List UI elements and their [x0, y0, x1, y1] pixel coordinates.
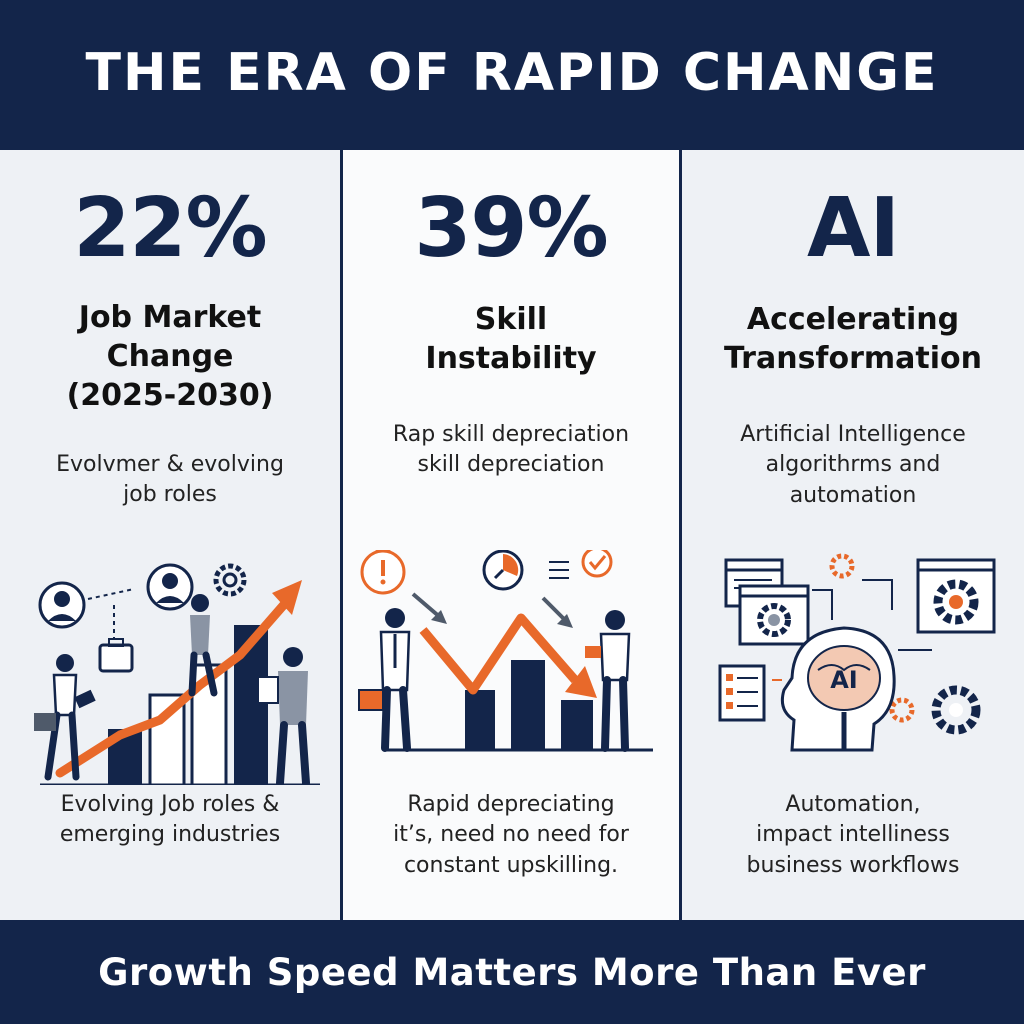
footnote-line: Rapid depreciating: [407, 792, 615, 817]
window-icon: [916, 558, 996, 634]
column-job-market: 22% Job Market Change (2025-2030) Evolvm…: [0, 150, 340, 920]
brain-icon: AI: [780, 626, 896, 752]
person-icon: [38, 581, 86, 629]
stat-description: Rap skill depreciation skill depreciatio…: [353, 420, 669, 481]
footnote-line: business workflows: [746, 852, 960, 878]
person-figure: [188, 594, 218, 697]
ai-automation-illustration: AI: [718, 553, 996, 752]
desc-line: Evolvmer & evolving: [56, 452, 284, 477]
desc-line: Rap skill depreciation: [392, 422, 630, 447]
page-title: THE ERA OF RAPID CHANGE: [85, 43, 939, 103]
stat-subtitle: Job Market Change (2025-2030): [0, 298, 340, 415]
gear-icon: [829, 553, 855, 579]
stat-value: 22%: [73, 181, 267, 276]
upward-arrow-icon: [55, 580, 302, 778]
footnote-line: it’s, need no need for: [393, 822, 629, 848]
column-ai-transformation: AI Accelerating Transformation Artificia…: [682, 150, 1024, 920]
subtitle-line: (2025-2030): [66, 378, 274, 413]
subtitle-line: Accelerating: [746, 302, 960, 337]
footnote-line: impact intelliness: [756, 822, 950, 848]
clock-icon: [482, 550, 524, 591]
footnote-line: constant upskilling.: [403, 852, 619, 878]
footnote-line: emerging industries: [59, 822, 281, 848]
desc-line: automation: [789, 482, 917, 508]
stat-footnote: Rapid depreciating it’s, need no need fo…: [353, 790, 669, 881]
subtitle-line: Instability: [425, 341, 597, 376]
stat-description: Evolvmer & evolving job roles: [10, 450, 330, 511]
stat-footnote: Evolving Job roles & emerging industries: [10, 790, 330, 851]
gear-icon: [213, 563, 247, 597]
subtitle-line: Transformation: [724, 341, 982, 376]
stat-subtitle: Skill Instability: [343, 300, 679, 378]
desc-line: algorithrms and: [765, 452, 941, 478]
briefcase-icon: [98, 638, 134, 673]
person-icon: [146, 563, 194, 611]
footer-tagline: Growth Speed Matters More Than Ever: [98, 950, 926, 994]
desc-line: skill depreciation: [417, 452, 605, 478]
desc-line: Artificial Intelligence: [740, 422, 966, 447]
bar: [511, 660, 545, 750]
person-figure: [34, 654, 96, 781]
desc-line: job roles: [123, 482, 217, 508]
window-icon: [738, 584, 810, 646]
header-banner: THE ERA OF RAPID CHANGE: [0, 0, 1024, 150]
column-skill-instability: 39% Skill Instability Rap skill deprecia…: [340, 150, 682, 920]
gear-icon: [889, 697, 915, 723]
subtitle-line: Job Market: [78, 300, 262, 335]
ai-badge: AI: [830, 666, 858, 694]
bar: [465, 690, 495, 750]
alert-icon: [360, 550, 406, 595]
person-figure: [358, 608, 411, 752]
stat-footnote: Automation, impact intelliness business …: [692, 790, 1014, 881]
gear-icon: [931, 685, 981, 735]
footnote-line: Evolving Job roles &: [60, 792, 280, 817]
stat-description: Artificial Intelligence algorithrms and …: [692, 420, 1014, 511]
footer-banner: Growth Speed Matters More Than Ever: [0, 920, 1024, 1024]
stat-columns: 22% Job Market Change (2025-2030) Evolvm…: [0, 150, 1024, 920]
stat-subtitle: Accelerating Transformation: [682, 300, 1024, 378]
footnote-line: Automation,: [785, 792, 921, 817]
bar: [561, 700, 593, 750]
list-icon: [549, 561, 569, 579]
stat-value: AI: [807, 181, 900, 276]
checklist-icon: [718, 664, 766, 722]
subtitle-line: Skill: [474, 302, 548, 337]
subtitle-line: Change: [106, 339, 234, 374]
person-figure: [585, 610, 631, 752]
skill-depreciation-illustration: [358, 550, 653, 752]
person-figure: [257, 647, 310, 785]
downward-arrow-icon: [419, 613, 597, 698]
stat-value: 39%: [414, 181, 608, 276]
check-icon: [581, 550, 613, 578]
job-growth-illustration: [34, 563, 320, 785]
